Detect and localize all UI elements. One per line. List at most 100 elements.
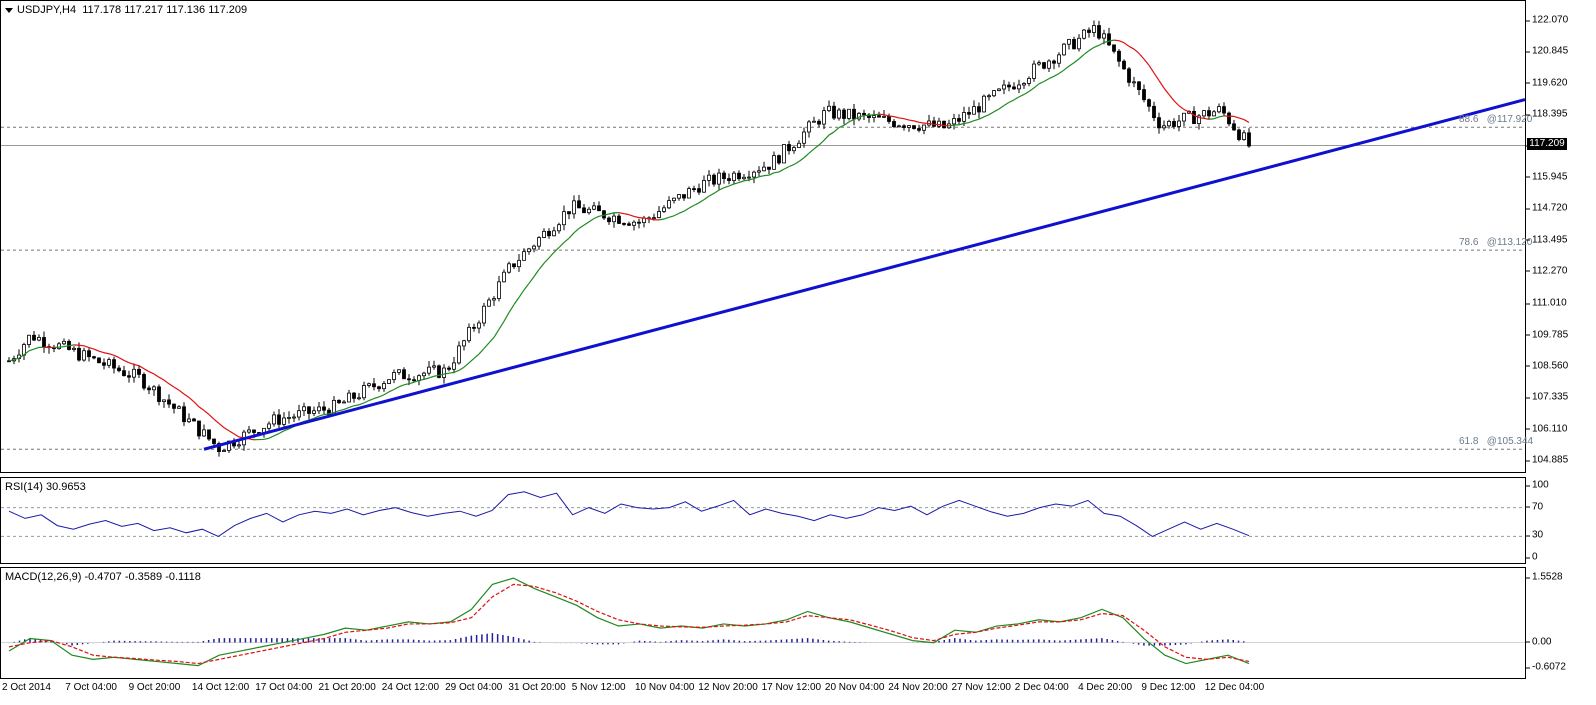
moving-average-segment xyxy=(468,358,475,364)
candle xyxy=(317,401,321,414)
candle xyxy=(152,385,156,396)
candle xyxy=(722,170,726,184)
moving-average-segment xyxy=(573,227,580,234)
moving-average-segment xyxy=(1203,117,1210,120)
candle xyxy=(702,175,706,193)
candle xyxy=(472,323,476,332)
moving-average-segment xyxy=(1058,69,1065,74)
moving-average-segment xyxy=(63,345,70,348)
moving-average-segment xyxy=(28,348,35,352)
moving-average-segment xyxy=(1128,45,1135,50)
moving-average-segment xyxy=(773,171,780,174)
dropdown-arrow-icon[interactable] xyxy=(5,7,13,13)
moving-average-segment xyxy=(398,384,405,388)
macd-tick: -0.6072 xyxy=(1526,661,1566,673)
candle xyxy=(302,402,306,417)
trendline[interactable] xyxy=(203,98,1525,451)
moving-average-segment xyxy=(323,413,330,416)
candle xyxy=(432,360,436,370)
candle xyxy=(987,93,991,101)
moving-average-segment xyxy=(513,297,520,305)
candle xyxy=(957,114,961,126)
moving-average-segment xyxy=(558,242,565,248)
candle xyxy=(687,186,691,199)
candle xyxy=(112,356,116,374)
moving-average-segment xyxy=(33,346,40,350)
moving-average-segment xyxy=(1088,46,1095,52)
moving-average-segment xyxy=(803,152,810,159)
candle xyxy=(842,108,846,125)
candle xyxy=(1247,128,1251,148)
moving-average-segment xyxy=(488,336,495,344)
moving-average-segment xyxy=(958,122,965,126)
candle xyxy=(247,425,251,434)
moving-average-segment xyxy=(418,378,425,381)
candle xyxy=(852,103,856,126)
candle xyxy=(522,248,526,261)
moving-average-segment xyxy=(408,381,415,385)
candle xyxy=(787,140,791,155)
moving-average-segment xyxy=(263,437,270,441)
moving-average-segment xyxy=(968,120,975,124)
candle xyxy=(62,338,66,346)
moving-average-segment xyxy=(213,418,220,424)
moving-average-segment xyxy=(623,213,630,216)
candle xyxy=(1127,66,1131,87)
candle xyxy=(437,364,441,379)
moving-average-segment xyxy=(93,348,100,352)
moving-average-segment xyxy=(983,114,990,118)
moving-average-segment xyxy=(543,257,550,264)
price-tick: 118.395 xyxy=(1525,108,1568,120)
moving-average-segment xyxy=(1138,52,1145,60)
rsi-title: RSI(14) 30.9653 xyxy=(5,481,86,493)
moving-average-segment xyxy=(853,116,860,121)
candle xyxy=(697,183,701,195)
candle xyxy=(202,424,206,437)
moving-average-segment xyxy=(703,195,710,201)
moving-average-segment xyxy=(563,237,570,243)
rsi-tick: 70 xyxy=(1525,501,1544,513)
moving-average-segment xyxy=(8,359,15,362)
time-tick: 12 Nov 20:00 xyxy=(698,682,758,693)
macd-main-line xyxy=(8,577,1250,667)
moving-average-segment xyxy=(1168,94,1175,102)
candle xyxy=(512,263,516,269)
candle xyxy=(837,107,841,121)
moving-average-segment xyxy=(78,344,85,347)
moving-average-segment xyxy=(918,121,925,124)
candle xyxy=(862,109,866,121)
candle xyxy=(617,213,621,224)
price-tick: 119.620 xyxy=(1525,77,1568,89)
candle xyxy=(577,194,581,209)
candle xyxy=(1112,44,1116,54)
candle xyxy=(487,297,491,307)
candle xyxy=(42,331,46,353)
candle xyxy=(1102,29,1106,45)
candle xyxy=(392,369,396,384)
price-tick: 122.070 xyxy=(1525,14,1569,26)
candle xyxy=(342,399,346,404)
moving-average-segment xyxy=(1133,48,1140,54)
moving-average-segment xyxy=(928,122,935,125)
price-tick: 112.270 xyxy=(1525,265,1568,277)
moving-average-segment xyxy=(168,383,175,388)
candle xyxy=(1232,119,1236,131)
candle xyxy=(362,381,366,401)
candle xyxy=(1142,84,1146,103)
moving-average-segment xyxy=(458,366,465,371)
candle xyxy=(1012,82,1016,90)
moving-average-segment xyxy=(1033,83,1040,89)
candle xyxy=(1182,112,1186,127)
moving-average-segment xyxy=(18,354,25,359)
time-axis: 2 Oct 2014 7 Oct 04:00 9 Oct 20:00 14 Oct 1… xyxy=(0,679,1526,705)
moving-average-segment xyxy=(493,329,500,338)
moving-average-segment xyxy=(758,175,765,178)
candle xyxy=(212,438,216,446)
moving-average-segment xyxy=(1098,41,1105,46)
candle xyxy=(1227,111,1231,127)
candle xyxy=(1042,61,1046,70)
moving-average-segment xyxy=(148,371,155,375)
moving-average-segment xyxy=(718,187,725,191)
moving-average-segment xyxy=(413,379,420,383)
candle xyxy=(962,106,966,126)
